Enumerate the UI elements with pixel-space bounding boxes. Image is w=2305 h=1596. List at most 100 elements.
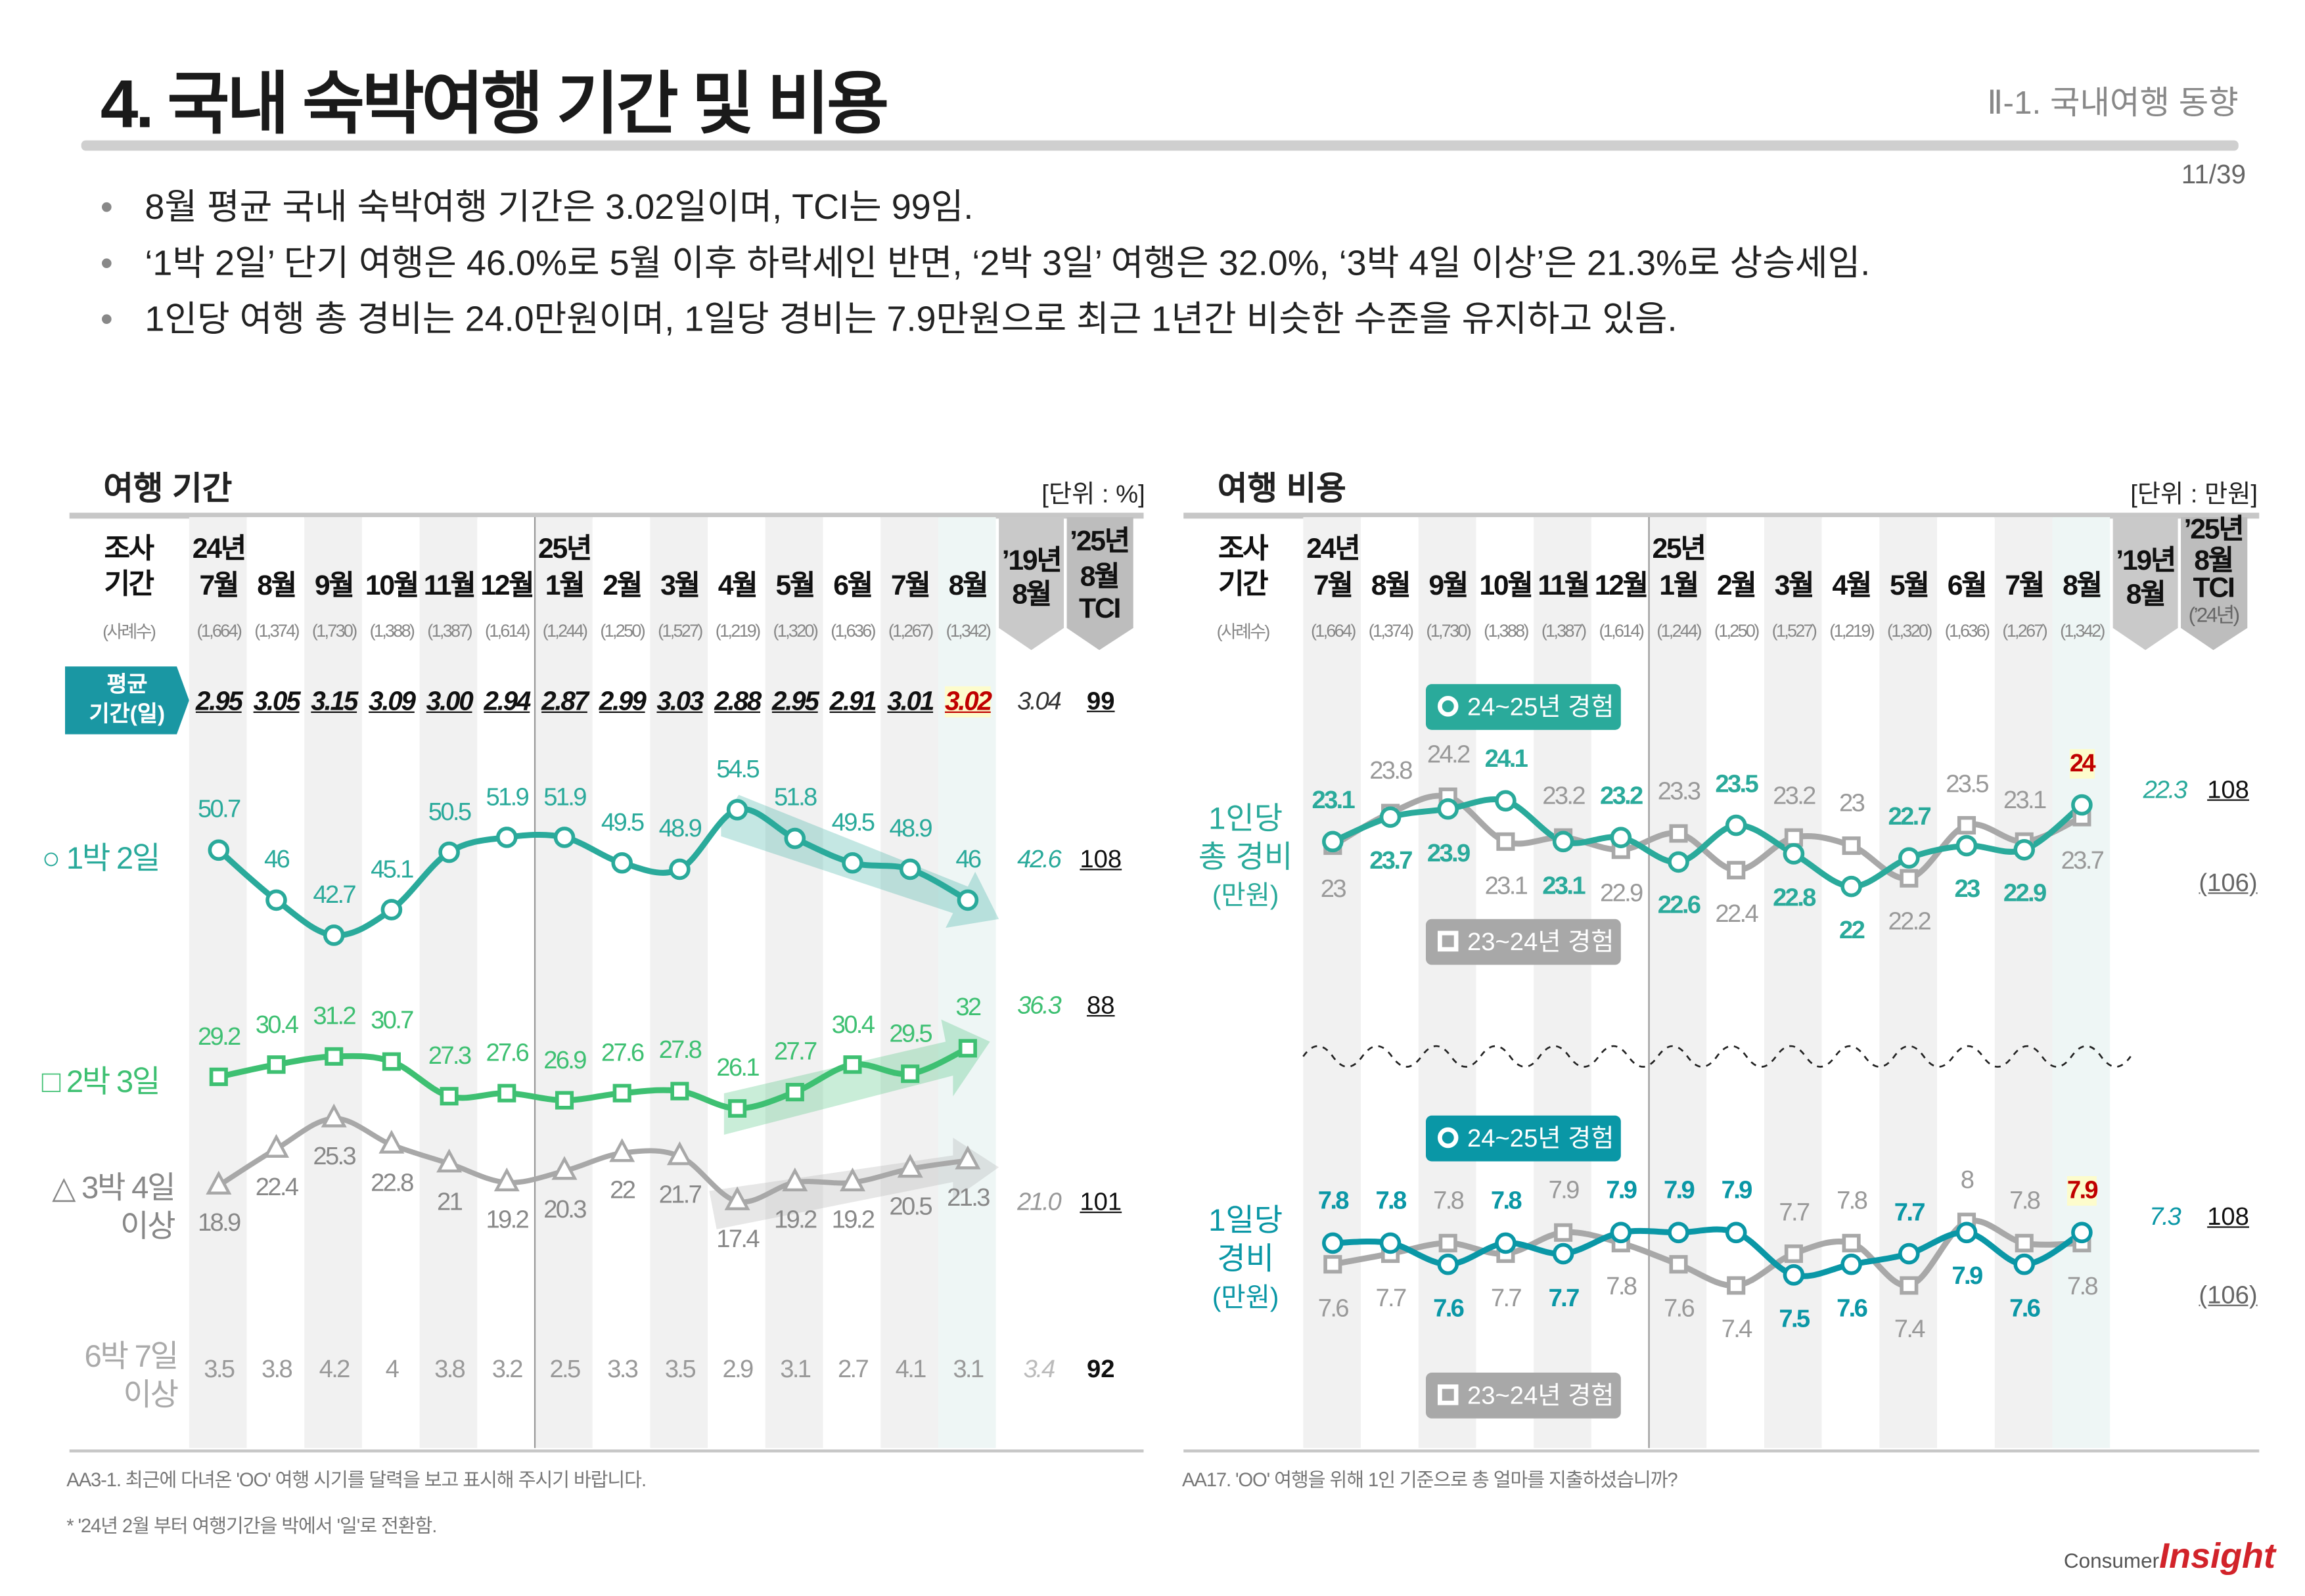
square-marker (2015, 1233, 2034, 1252)
data-label: 19.2 (486, 1206, 529, 1235)
sample-size: (1,244) (542, 620, 588, 641)
column-stripe (765, 517, 823, 1448)
data-label: 7.4 (1721, 1315, 1753, 1344)
column-stripe (361, 517, 420, 1448)
circle-marker (1437, 798, 1459, 820)
ref-2019-value: 42.6 (1017, 845, 1062, 873)
square-marker (958, 1039, 977, 1058)
column-stripe (650, 517, 708, 1448)
triangle-marker (897, 1154, 923, 1178)
column-stripe (1476, 517, 1534, 1448)
circle-marker (2013, 1253, 2036, 1275)
month-header: 2월 (1716, 571, 1757, 603)
square-marker (1669, 1255, 1688, 1274)
sample-size-label: (사례수) (1216, 621, 1271, 643)
data-label: 7.8 (2066, 1272, 2099, 1301)
square-marker (209, 1067, 228, 1086)
circle-marker (1495, 1232, 1517, 1254)
month-header: 8월 (257, 571, 297, 603)
col-tci-header: TCI (2193, 573, 2235, 604)
avg-duration-value: 2.87 (541, 686, 589, 716)
data-label: 23.2 (1542, 781, 1586, 809)
right-unit: [단위 : 만원] (2130, 480, 2258, 509)
legend-current-total: 24~25년 경험 (1425, 684, 1621, 730)
data-label: 23.5 (1715, 769, 1758, 798)
data-label: 7.8 (1490, 1187, 1522, 1216)
triangle-marker (436, 1149, 463, 1173)
triangle-marker (493, 1167, 520, 1192)
data-label: 23.1 (1484, 871, 1528, 900)
square-marker (728, 1099, 747, 1118)
data-label: 30.4 (255, 1010, 299, 1038)
circle-marker (2071, 1221, 2093, 1244)
month-header: 4월 (718, 571, 758, 603)
avg-label-line: 평균 (106, 672, 148, 698)
column-stripe (1649, 517, 1707, 1448)
ref-2019-value: 3.4 (1023, 1355, 1056, 1383)
data-label: 21.7 (658, 1179, 702, 1208)
data-label: 45.1 (371, 855, 414, 883)
sample-size: (1,664) (1311, 620, 1356, 641)
month-header: 3월 (1774, 571, 1815, 603)
column-stripe (1303, 517, 1361, 1448)
data-label: 24.2 (1426, 741, 1471, 769)
square-marker-icon (1437, 930, 1459, 952)
column-stripe (419, 517, 478, 1448)
trend-arrow-up (723, 1019, 990, 1135)
circle-marker (899, 858, 921, 880)
avg-duration-value: 3.09 (368, 686, 416, 716)
circle-marker (1437, 1253, 1459, 1275)
logo-text: Insight (2159, 1536, 2275, 1577)
circle-marker (1322, 1232, 1344, 1254)
column-stripe (1534, 517, 1591, 1448)
legend-label: 23~24년 경험 (1467, 928, 1614, 956)
data-label: 22.4 (255, 1172, 299, 1201)
data-label: 30.7 (371, 1007, 414, 1036)
data-label: 24 (2069, 748, 2096, 779)
square-marker (325, 1047, 344, 1066)
year-label: 25년 (1652, 534, 1706, 566)
column-stripe (1591, 517, 1649, 1448)
data-label: 29.2 (197, 1022, 241, 1051)
data-label: 20.5 (889, 1192, 932, 1221)
circle-marker (1610, 1221, 1632, 1244)
data-label: 3.2 (491, 1355, 524, 1383)
triangle-marker (955, 1145, 981, 1170)
data-label: 27.7 (773, 1037, 817, 1066)
survey-period-label: 기간 (104, 569, 154, 601)
tci-value: 108 (2207, 775, 2249, 804)
sample-size: (1,250) (600, 620, 645, 641)
month-header: 1월 (1659, 571, 1699, 603)
data-label: 7.6 (1317, 1294, 1350, 1322)
legend-label: 24~25년 경험 (1467, 1124, 1614, 1152)
circle-marker (1668, 1221, 1689, 1244)
sample-size: (1,219) (715, 620, 761, 641)
circle-marker (1898, 1243, 1920, 1265)
circle-marker (1955, 1221, 1978, 1244)
data-label: 31.2 (313, 1001, 356, 1030)
circle-marker (1495, 790, 1517, 812)
circle-marker (265, 889, 287, 911)
month-header: 7월 (2005, 571, 2045, 603)
month-header: 10월 (365, 571, 419, 603)
data-label: 49.5 (601, 808, 645, 836)
month-header: 7월 (1313, 571, 1354, 603)
square-marker (382, 1052, 401, 1071)
sample-size: (1,527) (658, 620, 703, 641)
circle-marker (1955, 834, 1978, 857)
sample-size: (1,342) (946, 620, 992, 641)
data-label: 46 (955, 845, 982, 874)
data-label: 3.1 (953, 1355, 984, 1383)
circle-marker-icon (1437, 1127, 1459, 1149)
month-header: 2월 (603, 571, 643, 603)
sample-size: (1,387) (1541, 620, 1587, 641)
sample-size: (1,219) (1829, 620, 1875, 641)
month-header: 5월 (1890, 571, 1930, 603)
left-bottom-rule (69, 1449, 1144, 1453)
row-label: 총 경비 (1198, 840, 1293, 875)
month-header: 5월 (775, 571, 815, 603)
data-label: 23 (1954, 875, 1980, 903)
column-stripe (1361, 517, 1419, 1448)
column-stripe (1418, 517, 1476, 1448)
month-header: 11월 (1538, 571, 1590, 603)
